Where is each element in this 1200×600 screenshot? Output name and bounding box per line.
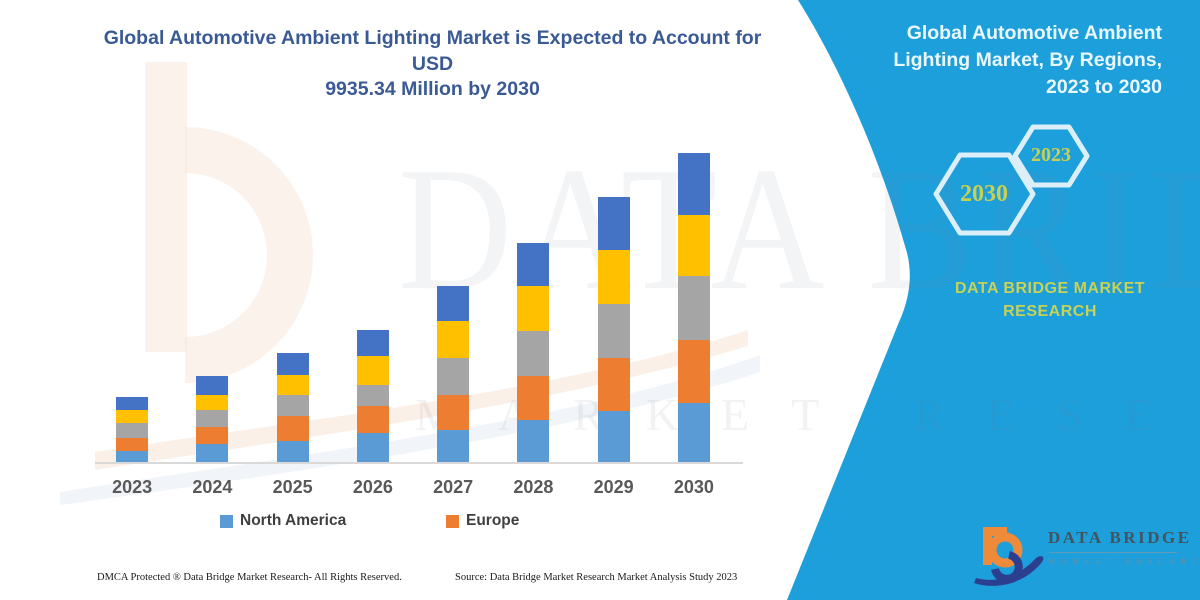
segment-unlabeled-gray-region: [116, 423, 149, 439]
x-tick-2027: 2027: [433, 477, 474, 497]
brand-line1: DATA BRIDGE MARKET: [954, 280, 1146, 297]
segment-europe: [276, 416, 309, 442]
legend-item-europe: Europe: [446, 512, 519, 530]
segment-unlabeled-gray-region: [356, 385, 389, 407]
stacked-bar-2026: [356, 330, 389, 463]
segment-europe: [116, 438, 149, 451]
stacked-bar-2025: [276, 352, 309, 463]
segment-unlabeled-yellow-region: [517, 285, 550, 332]
segment-europe: [196, 427, 229, 444]
segment-unlabeled-gray-region: [677, 276, 710, 340]
segment-unlabeled-darkblue-region: [276, 352, 309, 375]
plot-area: [92, 140, 734, 463]
segment-unlabeled-yellow-region: [276, 374, 309, 395]
bar-column-2024: [172, 140, 252, 463]
segment-north-america: [517, 419, 550, 463]
bar-column-2025: [253, 140, 333, 463]
panel-brand-text: DATA BRIDGE MARKET RESEARCH: [930, 277, 1170, 323]
source-note: Source: Data Bridge Market Research Mark…: [455, 572, 738, 583]
segment-unlabeled-darkblue-region: [597, 197, 630, 251]
year-hexagons-icon: [933, 124, 1090, 236]
stacked-bar-2030: [677, 153, 710, 463]
x-tick-2025: 2025: [272, 477, 313, 497]
logo-wordmark: DATA BRIDGE MARKET RESEARCH: [1048, 528, 1200, 566]
segment-europe: [677, 339, 710, 403]
segment-europe: [517, 376, 550, 420]
legend-label-europe: Europe: [466, 512, 520, 529]
x-tick-2029: 2029: [593, 477, 634, 497]
x-axis-line: [95, 462, 743, 464]
stacked-bar-2024: [196, 376, 229, 463]
stacked-bar-2028: [517, 242, 550, 463]
segment-unlabeled-yellow-region: [677, 214, 710, 277]
segment-unlabeled-yellow-region: [437, 321, 470, 358]
segment-unlabeled-gray-region: [597, 303, 630, 358]
panel-title: Global Automotive Ambient Lighting Marke…: [893, 22, 1162, 98]
x-tick-2030: 2030: [673, 477, 714, 497]
legend-swatch-europe: [446, 514, 459, 528]
segment-north-america: [196, 443, 229, 463]
logo-subtitle: MARKET RESEARCH: [1048, 557, 1200, 566]
brand-line2: RESEARCH: [1003, 303, 1097, 321]
chart-title: Global Automotive Ambient Lighting Marke…: [85, 26, 780, 103]
chart-title-line1: Global Automotive Ambient Lighting Marke…: [103, 27, 762, 75]
segment-unlabeled-yellow-region: [356, 356, 389, 386]
logo-divider: [1049, 552, 1177, 553]
bar-group: [92, 140, 734, 463]
segment-unlabeled-yellow-region: [196, 394, 229, 411]
segment-unlabeled-gray-region: [196, 410, 229, 428]
bar-column-2023: [92, 140, 172, 463]
bar-column-2027: [413, 140, 493, 463]
segment-europe: [437, 395, 470, 430]
x-tick-2023: 2023: [112, 477, 153, 497]
bar-column-2030: [654, 140, 734, 463]
peach-logo-watermark-icon: [60, 62, 760, 505]
legend-label-north-america: North America: [240, 512, 347, 529]
x-axis-labels: 2023 2024 2025 2026 2027 2028 2029 2030: [92, 477, 734, 498]
bar-column-2026: [333, 140, 413, 463]
segment-north-america: [356, 433, 389, 463]
segment-north-america: [597, 411, 630, 463]
x-tick-2026: 2026: [352, 477, 393, 497]
dmca-notice: DMCA Protected ® Data Bridge Market Rese…: [97, 572, 402, 583]
stacked-bar-2023: [116, 397, 149, 463]
legend-swatch-north-america: [220, 514, 233, 528]
segment-europe: [597, 357, 630, 411]
segment-north-america: [437, 429, 470, 463]
segment-unlabeled-darkblue-region: [677, 153, 710, 215]
segment-unlabeled-darkblue-region: [116, 397, 149, 411]
bar-column-2029: [574, 140, 654, 463]
segment-unlabeled-gray-region: [276, 394, 309, 417]
logo-name: DATA BRIDGE: [1048, 528, 1192, 547]
segment-unlabeled-gray-region: [437, 357, 470, 396]
segment-unlabeled-yellow-region: [116, 410, 149, 424]
segment-north-america: [276, 441, 309, 463]
data-bridge-logo-icon: [974, 527, 1044, 586]
segment-unlabeled-gray-region: [517, 331, 550, 377]
chart-title-line2: 9935.34 Million by 2030: [325, 78, 540, 101]
segment-north-america: [677, 402, 710, 463]
segment-unlabeled-darkblue-region: [356, 330, 389, 357]
hexagon-year-2023: 2023: [1031, 144, 1071, 166]
segment-europe: [356, 406, 389, 433]
stacked-bar-2027: [437, 286, 470, 463]
stacked-bar-2029: [597, 197, 630, 463]
x-tick-2028: 2028: [513, 477, 554, 497]
segment-unlabeled-yellow-region: [597, 250, 630, 304]
legend-item-north-america: North America: [220, 512, 346, 530]
bar-column-2028: [493, 140, 573, 463]
x-tick-2024: 2024: [192, 477, 233, 497]
segment-unlabeled-darkblue-region: [437, 286, 470, 322]
segment-north-america: [116, 451, 149, 463]
hexagon-year-2030: 2030: [960, 181, 1008, 207]
segment-unlabeled-darkblue-region: [196, 376, 229, 395]
segment-unlabeled-darkblue-region: [517, 242, 550, 286]
